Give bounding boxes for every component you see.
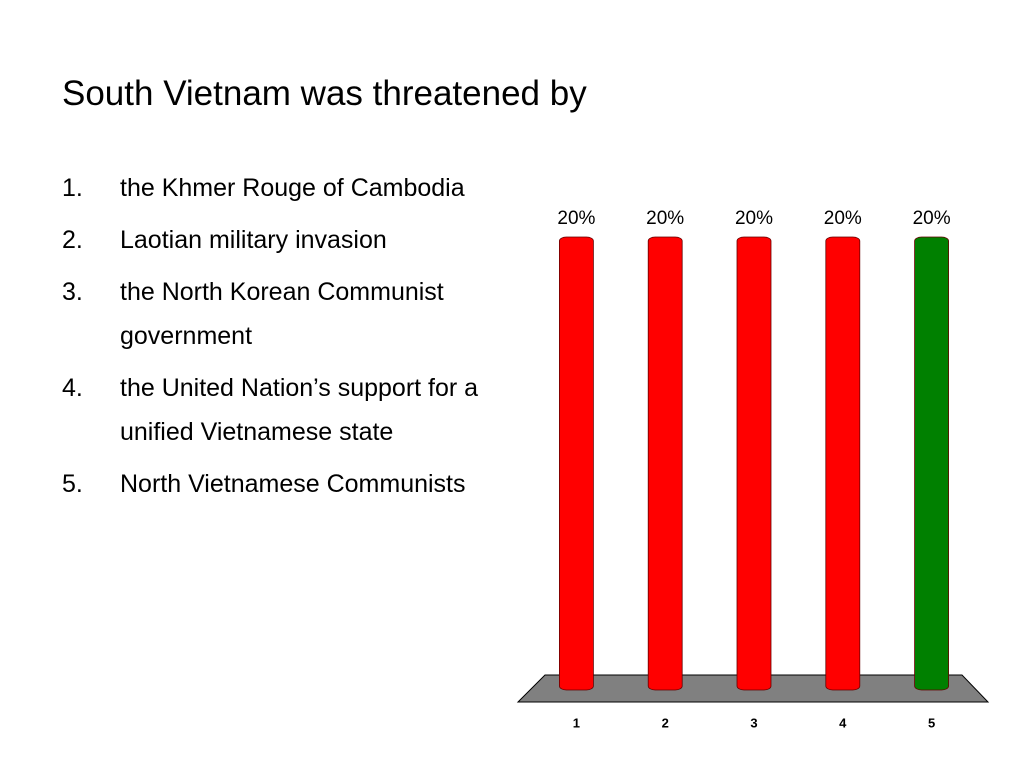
- bar: [647, 236, 683, 691]
- bar: [736, 236, 772, 691]
- item-number: 2.: [62, 226, 83, 254]
- x-tick-label: 2: [662, 715, 669, 730]
- value-label: 20%: [824, 208, 862, 229]
- answer-list: 1. the Khmer Rouge of Cambodia 2. Laotian m…: [62, 166, 502, 514]
- bar: [559, 236, 594, 691]
- value-label: 20%: [557, 208, 595, 229]
- item-number: 4.: [62, 374, 83, 402]
- answer-item: 5. North Vietnamese Communists: [62, 462, 502, 506]
- answer-item: 2. Laotian military invasion: [62, 218, 502, 262]
- answer-item: 3. the North Korean Communist government: [62, 270, 502, 358]
- x-tick-label: 1: [573, 715, 580, 730]
- item-text: the Khmer Rouge of Cambodia: [120, 174, 465, 202]
- value-label: 20%: [735, 208, 773, 229]
- answer-item: 4. the United Nation’s support for a unif…: [62, 366, 502, 454]
- value-label: 20%: [646, 208, 684, 229]
- item-text: Laotian military invasion: [120, 226, 387, 254]
- item-text: North Vietnamese Communists: [120, 470, 466, 498]
- x-tick-label: 4: [839, 715, 847, 730]
- x-tick-label: 5: [928, 715, 935, 730]
- bar: [914, 236, 949, 691]
- slide-title: South Vietnam was threatened by: [62, 74, 587, 113]
- value-label: 20%: [913, 208, 951, 229]
- item-text: the North Korean Communist government: [120, 278, 444, 350]
- item-text: the United Nation’s support for a unifie…: [120, 374, 479, 446]
- item-number: 1.: [62, 174, 83, 202]
- item-number: 5.: [62, 470, 83, 498]
- x-tick-label: 3: [750, 715, 757, 730]
- bar: [825, 236, 861, 691]
- answer-item: 1. the Khmer Rouge of Cambodia: [62, 166, 502, 210]
- item-number: 3.: [62, 278, 83, 306]
